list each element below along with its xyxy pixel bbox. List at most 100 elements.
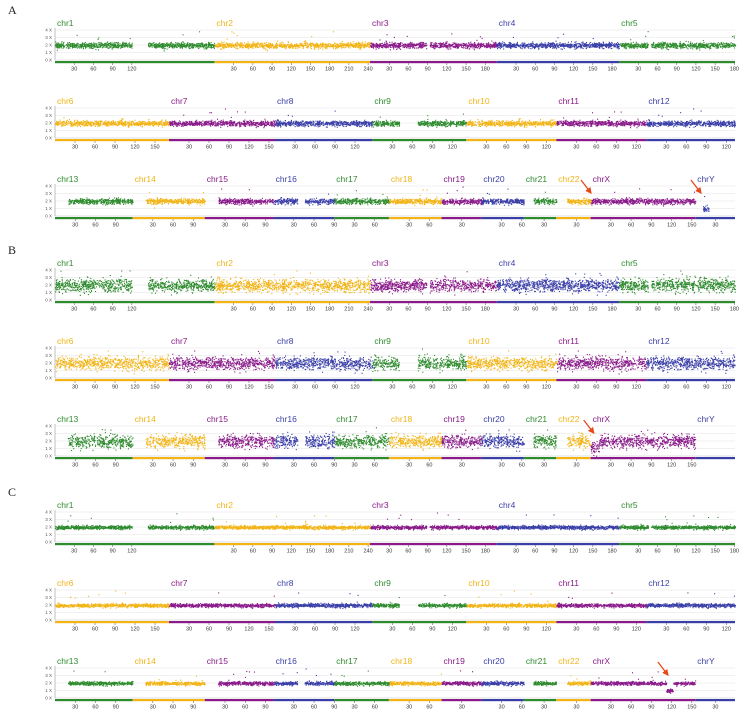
y-tick-label: 0 X [45,58,52,63]
data-point [598,44,599,45]
data-point [270,43,271,44]
data-point [337,48,338,49]
data-point [542,44,543,45]
x-tick-label: 150 [306,67,315,73]
chromosome-label: chr5 [621,18,638,28]
data-point [90,47,91,48]
data-point [83,44,84,45]
data-point [501,45,502,46]
data-point [576,45,577,46]
data-point [219,46,220,47]
data-point [328,46,329,47]
x-tick-label: 90 [110,67,116,73]
data-point [331,46,332,47]
data-point [279,43,280,44]
data-point [362,42,363,43]
data-point [283,46,284,47]
data-point [305,40,306,41]
data-point [585,44,586,45]
data-point [255,47,256,48]
data-point [85,42,86,43]
data-point [445,46,446,47]
data-point [603,48,604,49]
data-point [185,45,186,46]
data-point [520,45,521,46]
data-point [487,47,488,48]
data-point [292,48,293,49]
data-point [214,48,215,49]
data-point [446,43,447,44]
data-point [342,41,343,42]
data-point [113,44,114,45]
data-point [426,45,427,46]
data-point [653,42,654,43]
data-point [566,44,567,45]
data-point [436,46,437,47]
data-point [574,42,575,43]
data-point [538,47,539,48]
data-point [534,44,535,45]
data-point [323,43,324,44]
data-point [66,44,67,45]
data-point [450,48,451,49]
data-point [421,42,422,43]
data-point [336,46,337,47]
data-point [248,41,249,42]
data-point [500,48,501,49]
data-point [338,45,339,46]
data-point [390,49,391,50]
data-point [212,44,213,45]
data-point [459,45,460,46]
data-point [288,41,289,42]
data-point [580,45,581,46]
data-point [288,47,289,48]
data-point [315,46,316,47]
data-point [389,45,390,46]
data-point [284,46,285,47]
data-point [179,43,180,44]
data-point [72,44,73,45]
data-point [461,47,462,48]
data-point [493,45,494,46]
data-point [232,43,233,44]
x-tick-label: 30 [513,67,519,73]
data-point [570,46,571,47]
data-point [400,42,401,43]
data-point [74,44,75,45]
data-point [412,47,413,48]
x-tick-label: 120 [442,67,451,73]
data-point [156,44,157,45]
data-point [602,48,603,49]
data-point [233,46,234,47]
data-point [257,44,258,45]
data-point [392,45,393,46]
data-point [431,47,432,48]
data-point [599,44,600,45]
data-point [611,42,612,43]
data-point [116,42,117,43]
data-point [570,45,571,46]
data-point [601,44,602,45]
data-point [268,44,269,45]
data-point [283,45,284,46]
data-point [344,47,345,48]
data-point [478,45,479,46]
data-point [250,44,251,45]
data-point [240,43,241,44]
data-point [716,47,717,48]
x-tick-label: 180 [607,67,616,73]
data-point [228,47,229,48]
x-tick-label: 30 [386,67,392,73]
data-point [514,44,515,45]
data-point [204,48,205,49]
data-point [322,45,323,46]
data-point [231,31,232,32]
data-point [199,47,200,48]
data-point [524,47,525,48]
data-point [204,46,205,47]
data-point [458,43,459,44]
data-point [561,48,562,49]
data-point [489,46,490,47]
data-point [556,48,557,49]
data-point [286,45,287,46]
